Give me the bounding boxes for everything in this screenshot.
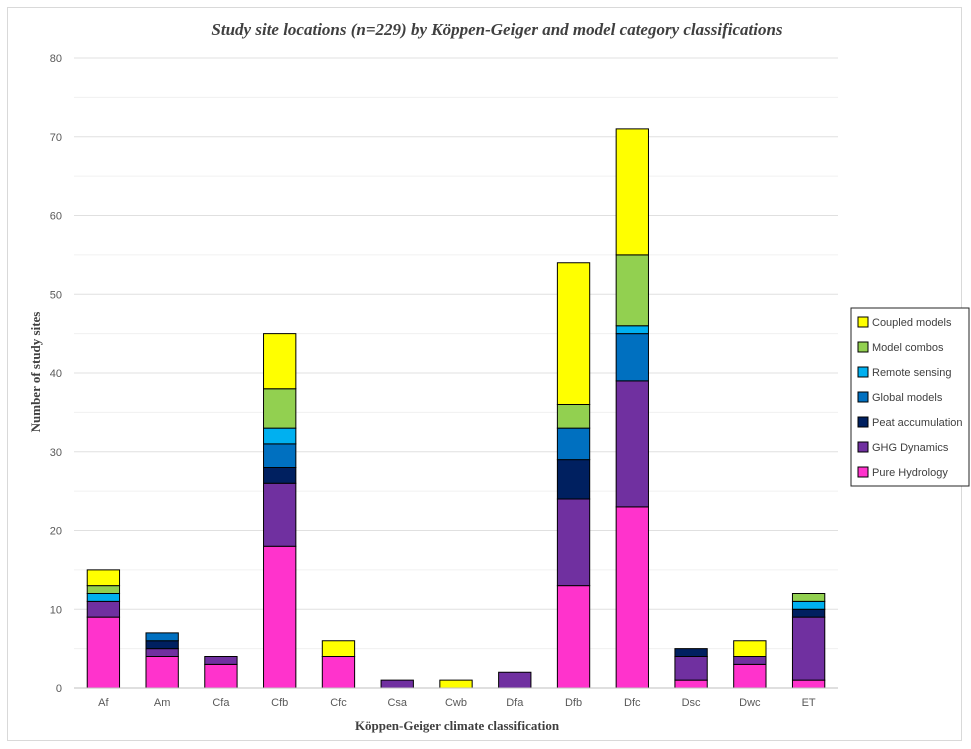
bar-segment	[263, 388, 297, 429]
x-tick-label: Af	[98, 697, 109, 709]
bar-segment	[615, 506, 649, 689]
legend-label: Pure Hydrology	[872, 467, 948, 479]
legend-box	[850, 307, 970, 487]
bar-segment	[791, 679, 826, 689]
y-tick-label: 0	[56, 683, 62, 695]
x-tick-label: ET	[802, 697, 816, 709]
bar-segment	[263, 427, 297, 445]
bar-segment	[556, 404, 591, 429]
legend: Coupled models Model combos Remote sensing…	[850, 307, 970, 487]
x-tick-label: Csa	[387, 697, 407, 709]
bar-segment	[615, 254, 649, 327]
y-tick-label: 60	[50, 211, 62, 223]
x-tick-label: Cfc	[330, 697, 347, 709]
legend-swatch	[857, 366, 869, 378]
bar-segment	[86, 600, 121, 618]
legend-swatch	[857, 391, 869, 403]
bar-segment	[556, 585, 591, 689]
bar-segment	[380, 679, 414, 689]
bar-segment	[674, 679, 708, 689]
y-tick-label: 30	[50, 447, 62, 459]
legend-swatch	[857, 341, 869, 353]
bar-segment	[439, 679, 473, 689]
legend-label: GHG Dynamics	[872, 442, 949, 454]
x-tick-label: Dfa	[506, 697, 524, 709]
bar-segment	[86, 593, 121, 602]
bar-segment	[791, 593, 826, 602]
legend-label: Model combos	[872, 342, 944, 354]
y-axis-title: Number of study sites	[28, 312, 43, 433]
bar-segment	[791, 600, 826, 610]
legend-swatch	[857, 466, 869, 478]
bar-segment	[615, 325, 649, 335]
bar-segment	[556, 427, 591, 461]
legend-label: Peat accumulation	[872, 417, 963, 429]
bar-segment	[615, 128, 649, 256]
y-tick-label: 20	[50, 526, 62, 538]
bar-segment	[263, 333, 297, 390]
bar-segment	[615, 333, 649, 382]
bar-segment	[556, 262, 591, 405]
bar-segment	[86, 569, 121, 587]
y-tick-label: 50	[50, 289, 62, 301]
bar-segment	[733, 663, 767, 689]
y-tick-label: 80	[50, 53, 62, 65]
bar-segment	[86, 585, 121, 594]
bar-segment	[321, 640, 356, 657]
y-tick-label: 40	[50, 368, 62, 380]
bar-segment	[145, 648, 179, 657]
bar-segment	[556, 498, 591, 587]
bar-segment	[733, 656, 767, 665]
x-tick-label: Am	[154, 697, 171, 709]
bar-segment	[674, 656, 708, 681]
y-tick-label: 70	[50, 132, 62, 144]
x-tick-label: Dsc	[682, 697, 701, 709]
bar-segment	[733, 640, 767, 657]
bar-segment	[556, 459, 591, 500]
x-tick-label: Dfc	[624, 697, 641, 709]
bar-segment	[791, 616, 826, 681]
legend-swatch	[857, 316, 869, 328]
legend-label: Global models	[872, 392, 943, 404]
legend-label: Remote sensing	[872, 367, 952, 379]
x-axis-ticks: Af Am Cfa Cfb Cfc Csa Cwb Dfa Dfb Dfc Dsc Dwc ET	[98, 697, 816, 709]
gridlines	[74, 57, 838, 650]
bar-segment	[145, 632, 179, 642]
bar-segment	[791, 608, 826, 618]
bars	[86, 128, 826, 689]
legend-swatch	[857, 416, 869, 428]
legend-label: Coupled models	[872, 317, 952, 329]
x-axis-title: Köppen-Geiger climate classification	[355, 718, 560, 733]
bar-segment	[263, 482, 297, 547]
x-tick-label: Cwb	[445, 697, 467, 709]
bar-segment	[263, 545, 297, 689]
y-axis-ticks: 0 10 20 30 40 50 60 70 80	[50, 53, 62, 695]
bar-segment	[204, 656, 238, 665]
bar-segment	[204, 663, 238, 689]
x-tick-label: Dfb	[565, 697, 582, 709]
bar-segment	[145, 640, 179, 650]
bar-segment	[263, 467, 297, 484]
bar-segment	[674, 648, 708, 657]
x-tick-label: Cfa	[212, 697, 230, 709]
bar-segment	[86, 616, 121, 689]
x-tick-label: Dwc	[739, 697, 761, 709]
legend-swatch	[857, 441, 869, 453]
y-tick-label: 10	[50, 604, 62, 616]
x-tick-label: Cfb	[271, 697, 288, 709]
bar-segment	[615, 380, 649, 508]
bar-segment	[321, 656, 356, 689]
bar-segment	[145, 656, 179, 689]
bar-segment	[263, 443, 297, 468]
bar-segment	[498, 671, 532, 689]
chart-title: Study site locations (n=229) by Köppen-G…	[211, 20, 783, 39]
